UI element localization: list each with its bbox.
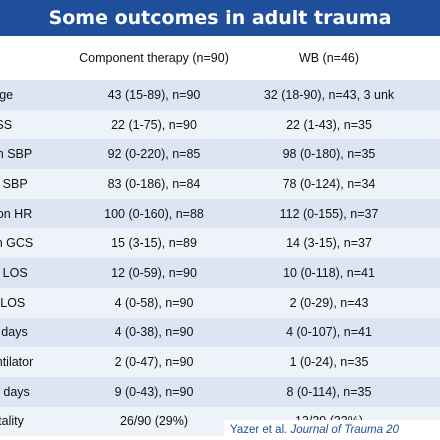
empty-cell	[418, 198, 440, 229]
component-therapy-cell: 2 (0-47), n=90	[68, 347, 240, 377]
row-label: ISS	[0, 109, 68, 140]
empty-cell	[418, 109, 440, 140]
row-label: n Ventilator	[0, 347, 68, 377]
empty-cell	[418, 258, 440, 288]
wb-cell: 22 (1-43), n=35	[240, 109, 418, 140]
header-component-therapy: Component therapy (n=90)	[68, 36, 240, 80]
empty-cell	[418, 80, 440, 110]
wb-cell: 78 (0-124), n=34	[240, 169, 418, 199]
row-label: ission GCS	[0, 228, 68, 259]
component-therapy-cell: 4 (0-58), n=90	[68, 287, 240, 318]
component-therapy-cell: 92 (0-220), n=85	[68, 139, 240, 170]
row-label: nortality	[0, 406, 68, 437]
empty-cell	[418, 347, 440, 377]
row-label: vest SBP	[0, 169, 68, 199]
component-therapy-cell: 4 (0-38), n=90	[68, 317, 240, 348]
component-therapy-cell: 9 (0-43), n=90	[68, 376, 240, 407]
row-label: Age	[0, 80, 68, 110]
wb-cell: 14 (3-15), n=37	[240, 228, 418, 259]
empty-cell	[418, 376, 440, 407]
outcomes-table: Component therapy (n=90) WB (n=46) Age43…	[0, 36, 440, 437]
row-label: pital LOS	[0, 258, 68, 288]
component-therapy-cell: 83 (0-186), n=84	[68, 169, 240, 199]
empty-cell	[418, 228, 440, 259]
citation-authors: Yazer et al.	[230, 424, 291, 436]
component-therapy-cell: 12 (0-59), n=90	[68, 258, 240, 288]
table-header-row: Component therapy (n=90) WB (n=46)	[0, 36, 440, 80]
header-label-column	[0, 36, 68, 80]
wb-cell: 4 (0-107), n=41	[240, 317, 418, 348]
component-therapy-cell: 43 (15-89), n=90	[68, 80, 240, 110]
header-wb: WB (n=46)	[240, 36, 418, 80]
wb-cell: 98 (0-180), n=35	[240, 139, 418, 170]
empty-cell	[418, 287, 440, 318]
empty-cell	[418, 139, 440, 170]
wb-cell: 8 (0-114), n=35	[240, 376, 418, 407]
empty-cell	[418, 169, 440, 199]
citation: Yazer et al. Journal of Trauma 20	[224, 420, 440, 440]
component-therapy-cell: 100 (0-160), n=88	[68, 198, 240, 229]
citation-journal: Journal of Trauma 20	[290, 424, 399, 436]
wb-cell: 10 (0-118), n=41	[240, 258, 418, 288]
row-label: nission HR	[0, 198, 68, 229]
wb-cell: 112 (0-155), n=37	[240, 198, 418, 229]
row-label: ission SBP	[0, 139, 68, 170]
slide-title: Some outcomes in adult trauma	[0, 0, 440, 36]
row-label: Free days	[0, 376, 68, 407]
component-therapy-cell: 15 (3-15), n=89	[68, 228, 240, 259]
header-extra	[418, 36, 440, 80]
wb-cell: 32 (18-90), n=43, 3 unk	[240, 80, 418, 110]
row-label: CU LOS	[0, 287, 68, 318]
outcomes-table-container: Component therapy (n=90) WB (n=46) Age43…	[0, 36, 440, 440]
wb-cell: 2 (0-29), n=43	[240, 287, 418, 318]
wb-cell: 1 (0-24), n=35	[240, 347, 418, 377]
component-therapy-cell: 26/90 (29%)	[68, 406, 240, 437]
row-label: free days	[0, 317, 68, 348]
component-therapy-cell: 22 (1-75), n=90	[68, 109, 240, 140]
empty-cell	[418, 317, 440, 348]
table-row: n Ventilator2 (0-47), n=901 (0-24), n=35	[0, 347, 440, 377]
